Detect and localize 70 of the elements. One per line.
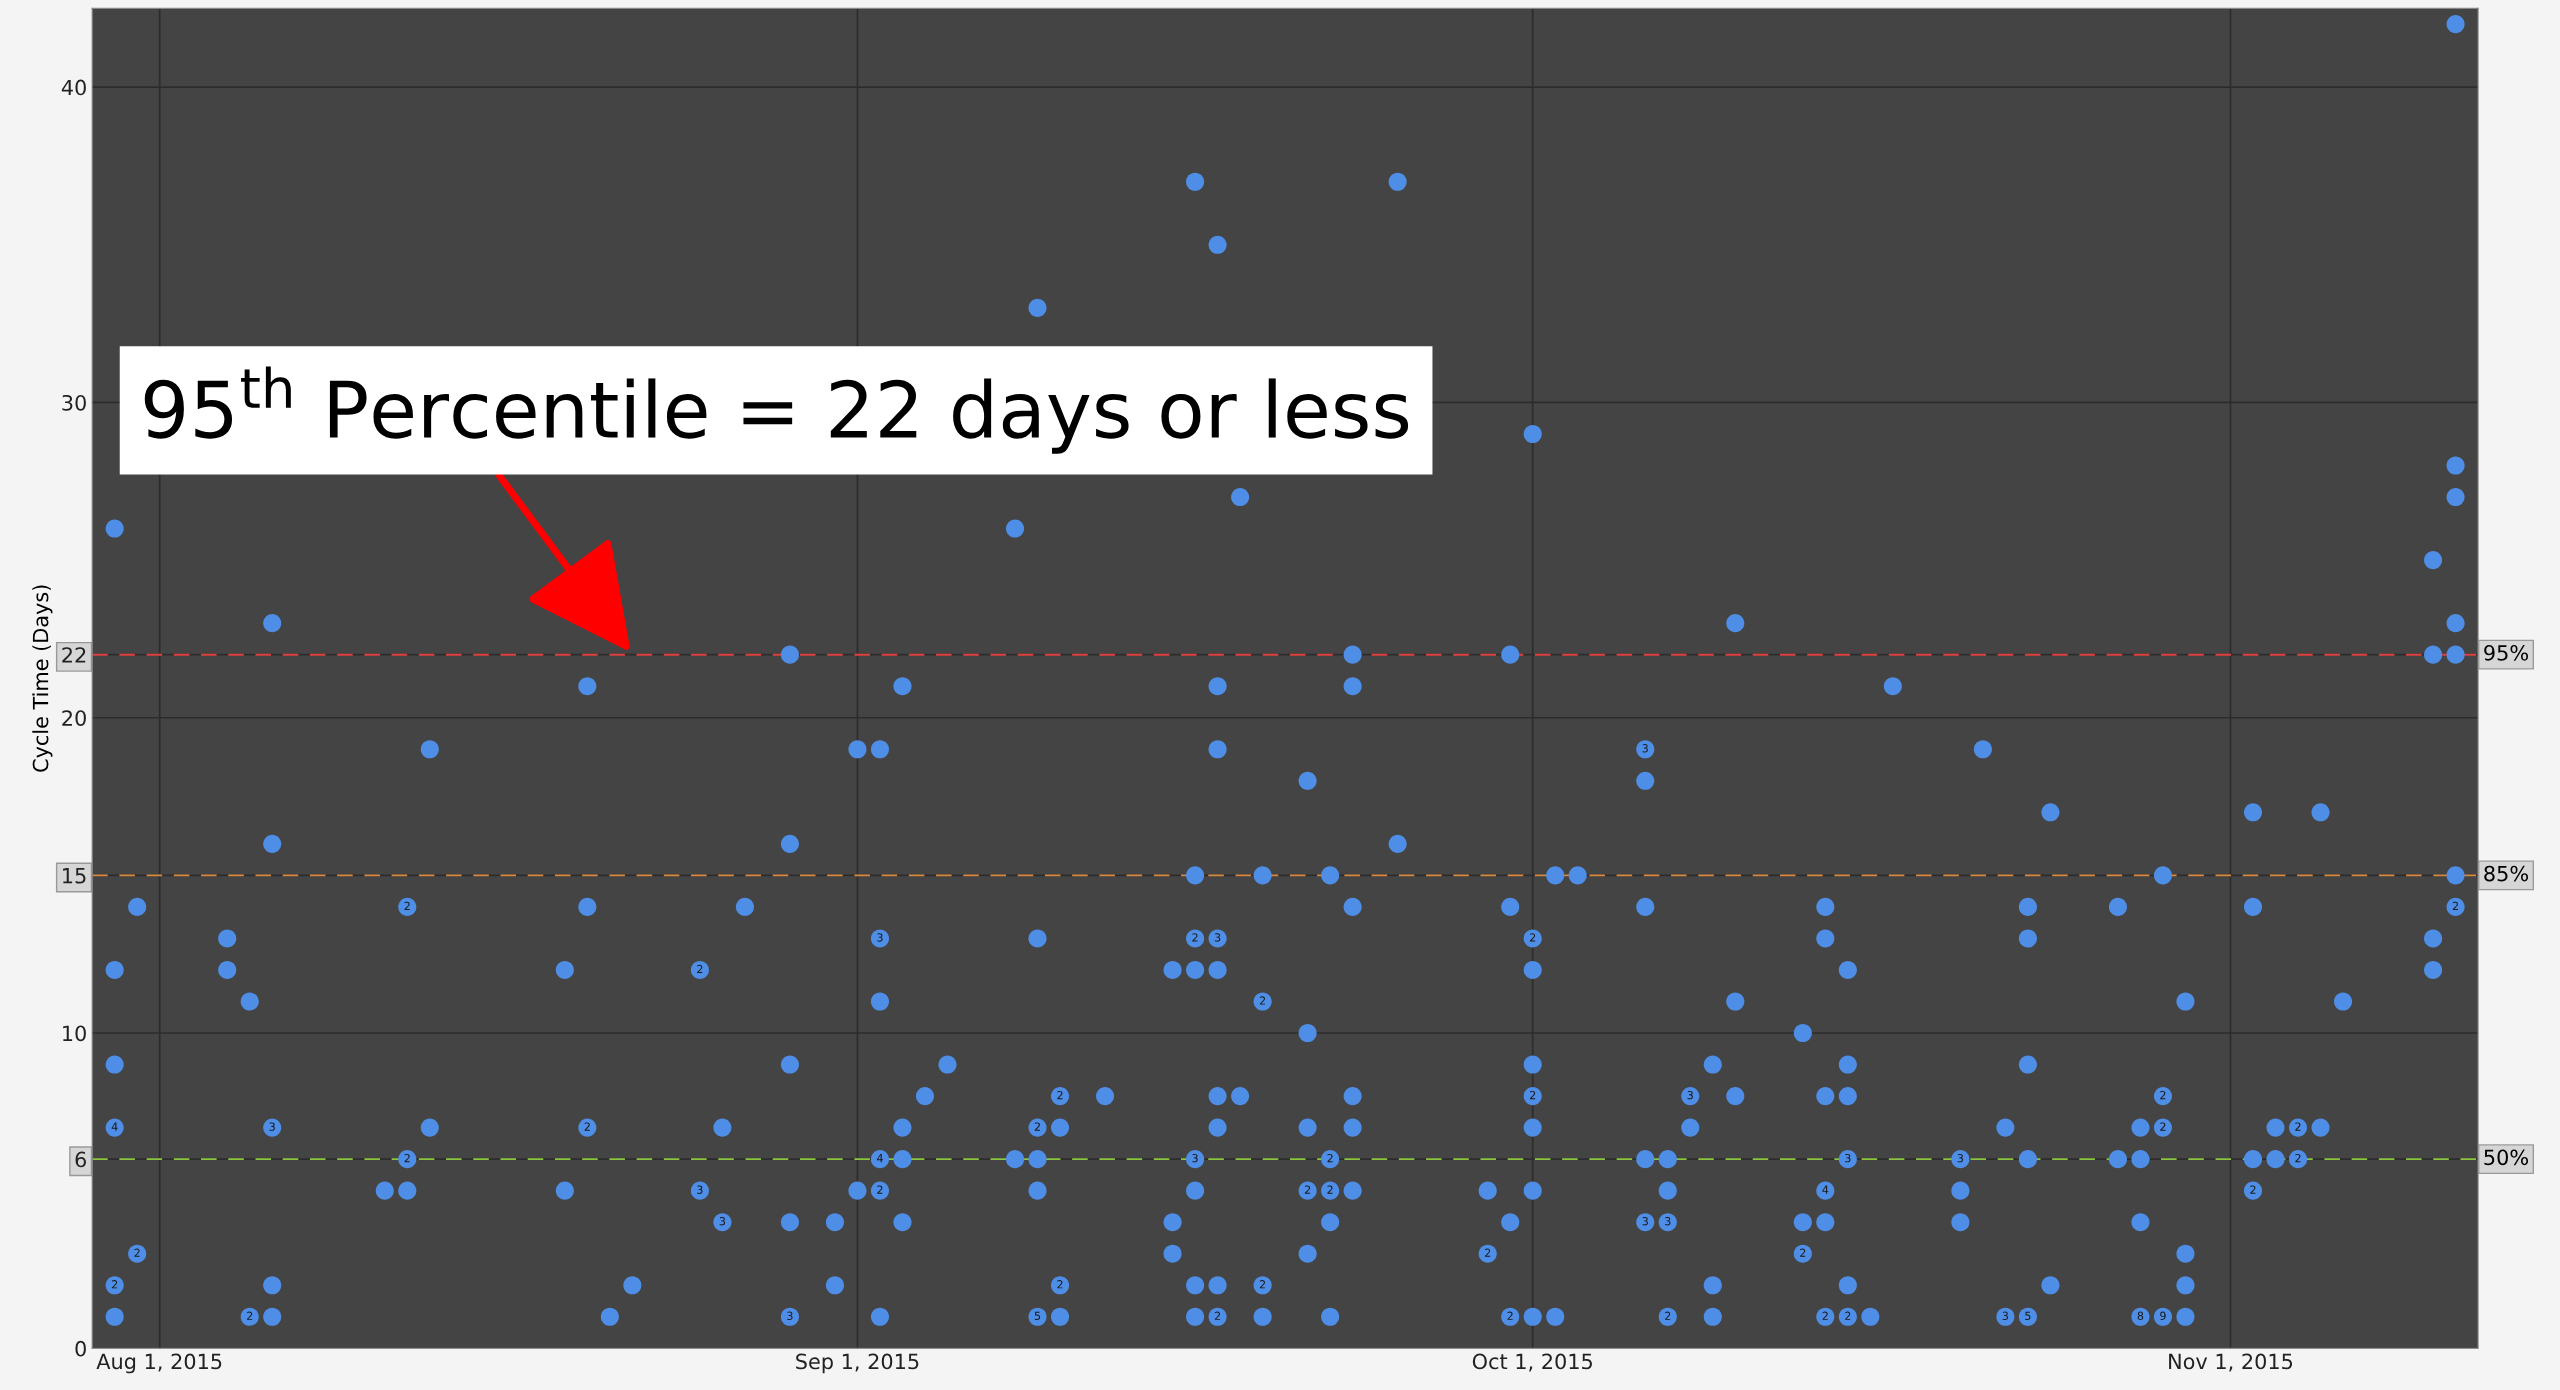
y-tick-label: 30 bbox=[62, 394, 86, 411]
annotation: 2 bbox=[2160, 1090, 2166, 1100]
y-tick-label: 0 bbox=[75, 1340, 86, 1357]
annotation: 3 bbox=[1845, 1153, 1851, 1163]
annotation: 95$^{th}$ Percentile = 22 days or less bbox=[144, 366, 1409, 454]
annotation: 2 bbox=[697, 964, 703, 974]
annotation: 3 bbox=[1665, 1217, 1671, 1226]
annotation: 4 bbox=[111, 1122, 118, 1131]
text: 50% bbox=[2484, 1149, 2529, 1166]
annotation: 2 bbox=[404, 901, 410, 910]
annotation: 3 bbox=[877, 933, 883, 942]
y-axis-title: Cycle Time (Days) bbox=[32, 585, 53, 772]
annotation: 2 bbox=[2295, 1153, 2301, 1163]
text: 85% bbox=[2484, 865, 2529, 882]
annotation: 3 bbox=[269, 1122, 275, 1131]
annotation: 3 bbox=[1214, 933, 1221, 942]
annotation: 2 bbox=[584, 1122, 590, 1131]
annotation: 2 bbox=[1034, 1122, 1040, 1131]
annotation: 3 bbox=[2002, 1311, 2009, 1320]
annotation: 3 bbox=[719, 1217, 726, 1226]
y-tick-label: 6 bbox=[75, 1151, 86, 1168]
annotation: 9 bbox=[2160, 1311, 2166, 1320]
annotation: 3 bbox=[787, 1311, 793, 1320]
annotation: 5 bbox=[2025, 1311, 2031, 1320]
annotation: 3 bbox=[1642, 1217, 1648, 1226]
x-tick-label: Nov 1, 2015 bbox=[2169, 1353, 2293, 1372]
annotation: 2 bbox=[1845, 1311, 1851, 1320]
annotation: 2 bbox=[1057, 1090, 1063, 1100]
x-tick-label: Aug 1, 2015 bbox=[96, 1353, 222, 1374]
annotation: 2 bbox=[2160, 1122, 2166, 1131]
annotation: 2 bbox=[2295, 1122, 2301, 1131]
annotation: 5 bbox=[1034, 1311, 1041, 1320]
y-tick-label: 40 bbox=[61, 79, 86, 96]
annotation: 2 bbox=[111, 1280, 118, 1289]
annotation: 3 bbox=[1687, 1090, 1693, 1100]
annotation: 2 bbox=[404, 1153, 410, 1163]
y-tick-label: 10 bbox=[63, 1025, 86, 1042]
annotation: 2 bbox=[1484, 1248, 1491, 1257]
annotation: 2 bbox=[1665, 1311, 1671, 1320]
annotation: 2 bbox=[1822, 1311, 1828, 1320]
annotation: 2 bbox=[877, 1185, 883, 1194]
annotation: 2 bbox=[1304, 1185, 1311, 1194]
annotation: 3 bbox=[697, 1185, 703, 1194]
annotation: 2 bbox=[1327, 1153, 1333, 1163]
annotation: 2 bbox=[247, 1311, 253, 1320]
annotation: 4 bbox=[1822, 1185, 1829, 1194]
x-tick-label: Sep 1, 2015 bbox=[796, 1353, 919, 1374]
annotation: 2 bbox=[134, 1248, 140, 1257]
y-tick-label: 22 bbox=[62, 647, 86, 663]
annotation: 2 bbox=[1327, 1185, 1333, 1194]
y-tick-label: 15 bbox=[63, 868, 86, 884]
annotation: 4 bbox=[876, 1154, 883, 1163]
annotation: 2 bbox=[1214, 1311, 1221, 1320]
annotation: 2 bbox=[1530, 933, 1536, 942]
annotation: 2 bbox=[1259, 996, 1266, 1005]
x-tick-label: Oct 1, 2015 bbox=[1472, 1353, 1592, 1372]
annotation: 2 bbox=[1530, 1090, 1536, 1100]
annotation: 3 bbox=[1642, 744, 1648, 753]
annotation: 3 bbox=[1957, 1153, 1964, 1163]
annotation: 2 bbox=[2250, 1185, 2256, 1194]
annotation: 2 bbox=[1259, 1280, 1266, 1289]
annotation: 2 bbox=[1192, 933, 1198, 942]
y-tick-label: 20 bbox=[62, 710, 86, 726]
annotation: 2 bbox=[1800, 1248, 1806, 1257]
annotation: 2 bbox=[1057, 1280, 1063, 1289]
text: 95% bbox=[2484, 644, 2529, 661]
annotation: 2 bbox=[1507, 1311, 1513, 1320]
annotation: 8 bbox=[2137, 1311, 2144, 1320]
annotation: 3 bbox=[1192, 1153, 1198, 1163]
annotation: 2 bbox=[2452, 901, 2458, 910]
